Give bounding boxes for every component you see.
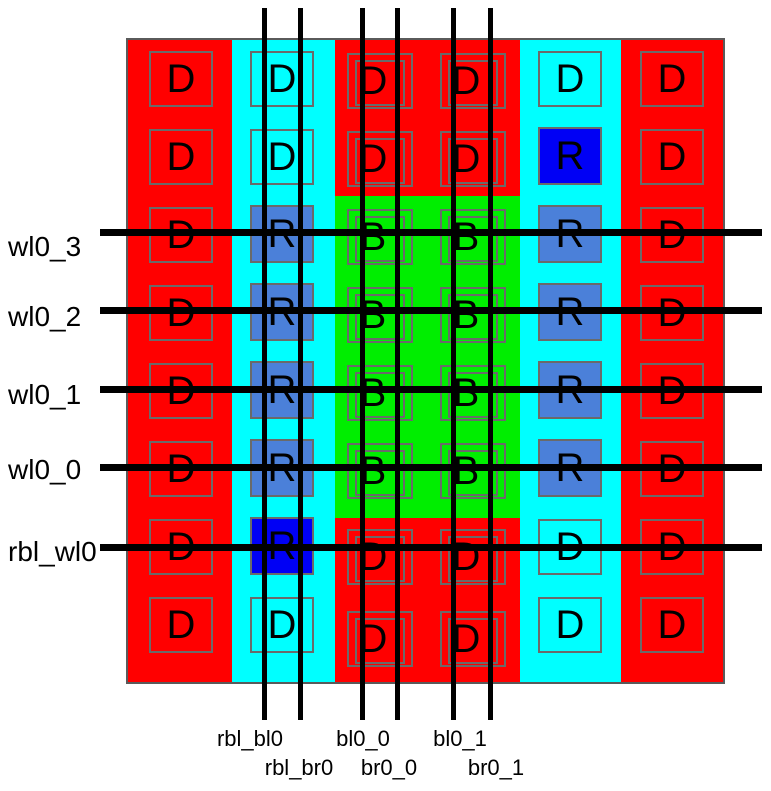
wordline-wl0_2 bbox=[100, 307, 762, 314]
region-dummy-column-left bbox=[128, 40, 232, 682]
cell-replica-left-row7: D bbox=[250, 597, 314, 653]
cell-dummy-left-row7: D bbox=[149, 597, 213, 653]
region-dummy-column-right bbox=[621, 40, 723, 682]
cell-letter: D bbox=[267, 603, 297, 647]
cell-bitcell-col-0-row3: B bbox=[347, 287, 413, 343]
cell-bitcell-col-0-row0: D bbox=[347, 53, 413, 109]
wordline-label-rbl_wl0: rbl_wl0 bbox=[8, 536, 97, 567]
cell-letter: B bbox=[452, 215, 480, 259]
bitline-br0_0 bbox=[395, 8, 400, 720]
bitline-label-bl0_0: bl0_0 bbox=[336, 726, 390, 751]
cell-inner-outline bbox=[448, 138, 498, 184]
cell-letter: D bbox=[555, 603, 585, 647]
cell-letter: B bbox=[452, 449, 480, 493]
cell-replica-right-row0: D bbox=[538, 51, 602, 107]
bitline-rbl_bl0 bbox=[262, 8, 267, 720]
cell-replica-left-row0: D bbox=[250, 51, 314, 107]
wordline-label-wl0_1: wl0_1 bbox=[8, 379, 82, 410]
bitline-rbl_br0 bbox=[298, 8, 303, 720]
cell-letter: D bbox=[267, 57, 297, 101]
cell-letter: D bbox=[657, 603, 687, 647]
wordline-label-wl0_2: wl0_2 bbox=[8, 301, 82, 332]
cell-dummy-right-row7: D bbox=[640, 597, 704, 653]
cell-inner-outline bbox=[355, 216, 405, 262]
cell-letter: B bbox=[452, 293, 480, 337]
cell-bitcell-col-0-row2: B bbox=[347, 209, 413, 265]
bitline-bl0_0 bbox=[360, 8, 365, 720]
cell-bitcell-col-0-row4: B bbox=[347, 365, 413, 421]
cell-inner-outline bbox=[355, 294, 405, 340]
cell-letter: D bbox=[166, 57, 196, 101]
cell-replica-right-row7: D bbox=[538, 597, 602, 653]
cell-dummy-right-row1: D bbox=[640, 129, 704, 185]
bitline-br0_1 bbox=[488, 8, 493, 720]
wordline-wl0_3 bbox=[100, 229, 762, 236]
cell-bitcell-col-1-row1: D bbox=[440, 131, 506, 187]
cell-inner-outline bbox=[448, 60, 498, 106]
cell-inner-outline bbox=[448, 536, 498, 582]
cell-letter: D bbox=[555, 57, 585, 101]
wordline-rbl_wl0 bbox=[100, 544, 762, 551]
cell-inner-outline bbox=[355, 138, 405, 184]
cell-inner-outline bbox=[448, 618, 498, 664]
bitline-bl0_1 bbox=[451, 8, 456, 720]
cell-inner-outline bbox=[355, 60, 405, 106]
cell-bitcell-col-0-row5: B bbox=[347, 443, 413, 499]
bitline-label-br0_1: br0_1 bbox=[467, 755, 525, 780]
cell-replica-right-row1: R bbox=[538, 127, 602, 185]
wordline-label-wl0_3: wl0_3 bbox=[8, 231, 82, 262]
wordline-label-wl0_0: wl0_0 bbox=[8, 454, 82, 485]
cell-bitcell-col-1-row7: D bbox=[440, 611, 506, 667]
cell-letter: D bbox=[657, 135, 687, 179]
cell-letter: B bbox=[452, 371, 480, 415]
cell-dummy-right-row0: D bbox=[640, 51, 704, 107]
cell-bitcell-col-1-row0: D bbox=[440, 53, 506, 109]
cell-bitcell-col-0-row6: D bbox=[347, 529, 413, 585]
cell-dummy-left-row1: D bbox=[149, 129, 213, 185]
cell-letter: R bbox=[555, 134, 585, 178]
cell-inner-outline bbox=[448, 450, 498, 496]
bitline-label-rbl_br0: rbl_br0 bbox=[264, 755, 334, 780]
cell-replica-left-row1: D bbox=[250, 129, 314, 185]
cell-bitcell-col-1-row4: B bbox=[440, 365, 506, 421]
cell-letter: D bbox=[451, 59, 481, 103]
bitline-label-br0_0: br0_0 bbox=[360, 755, 418, 780]
cell-inner-outline bbox=[448, 294, 498, 340]
bitline-label-bl0_1: bl0_1 bbox=[433, 726, 487, 751]
cell-dummy-left-row0: D bbox=[149, 51, 213, 107]
cell-letter: D bbox=[166, 603, 196, 647]
cell-inner-outline bbox=[355, 450, 405, 496]
cell-bitcell-col-1-row3: B bbox=[440, 287, 506, 343]
cell-letter: D bbox=[451, 535, 481, 579]
cell-bitcell-col-1-row6: D bbox=[440, 529, 506, 585]
cell-letter: D bbox=[166, 135, 196, 179]
cell-inner-outline bbox=[355, 372, 405, 418]
cell-inner-outline bbox=[355, 618, 405, 664]
cell-letter: D bbox=[451, 617, 481, 661]
cell-bitcell-col-0-row7: D bbox=[347, 611, 413, 667]
wordline-wl0_0 bbox=[100, 464, 762, 471]
cell-inner-outline bbox=[448, 372, 498, 418]
cell-letter: D bbox=[267, 135, 297, 179]
cell-bitcell-col-1-row5: B bbox=[440, 443, 506, 499]
cell-inner-outline bbox=[355, 536, 405, 582]
cell-inner-outline bbox=[448, 216, 498, 262]
cell-letter: D bbox=[451, 137, 481, 181]
wordline-wl0_1 bbox=[100, 386, 762, 393]
cell-bitcell-col-0-row1: D bbox=[347, 131, 413, 187]
cell-letter: D bbox=[657, 57, 687, 101]
bitline-label-rbl_bl0: rbl_bl0 bbox=[216, 726, 284, 751]
cell-bitcell-col-1-row2: B bbox=[440, 209, 506, 265]
